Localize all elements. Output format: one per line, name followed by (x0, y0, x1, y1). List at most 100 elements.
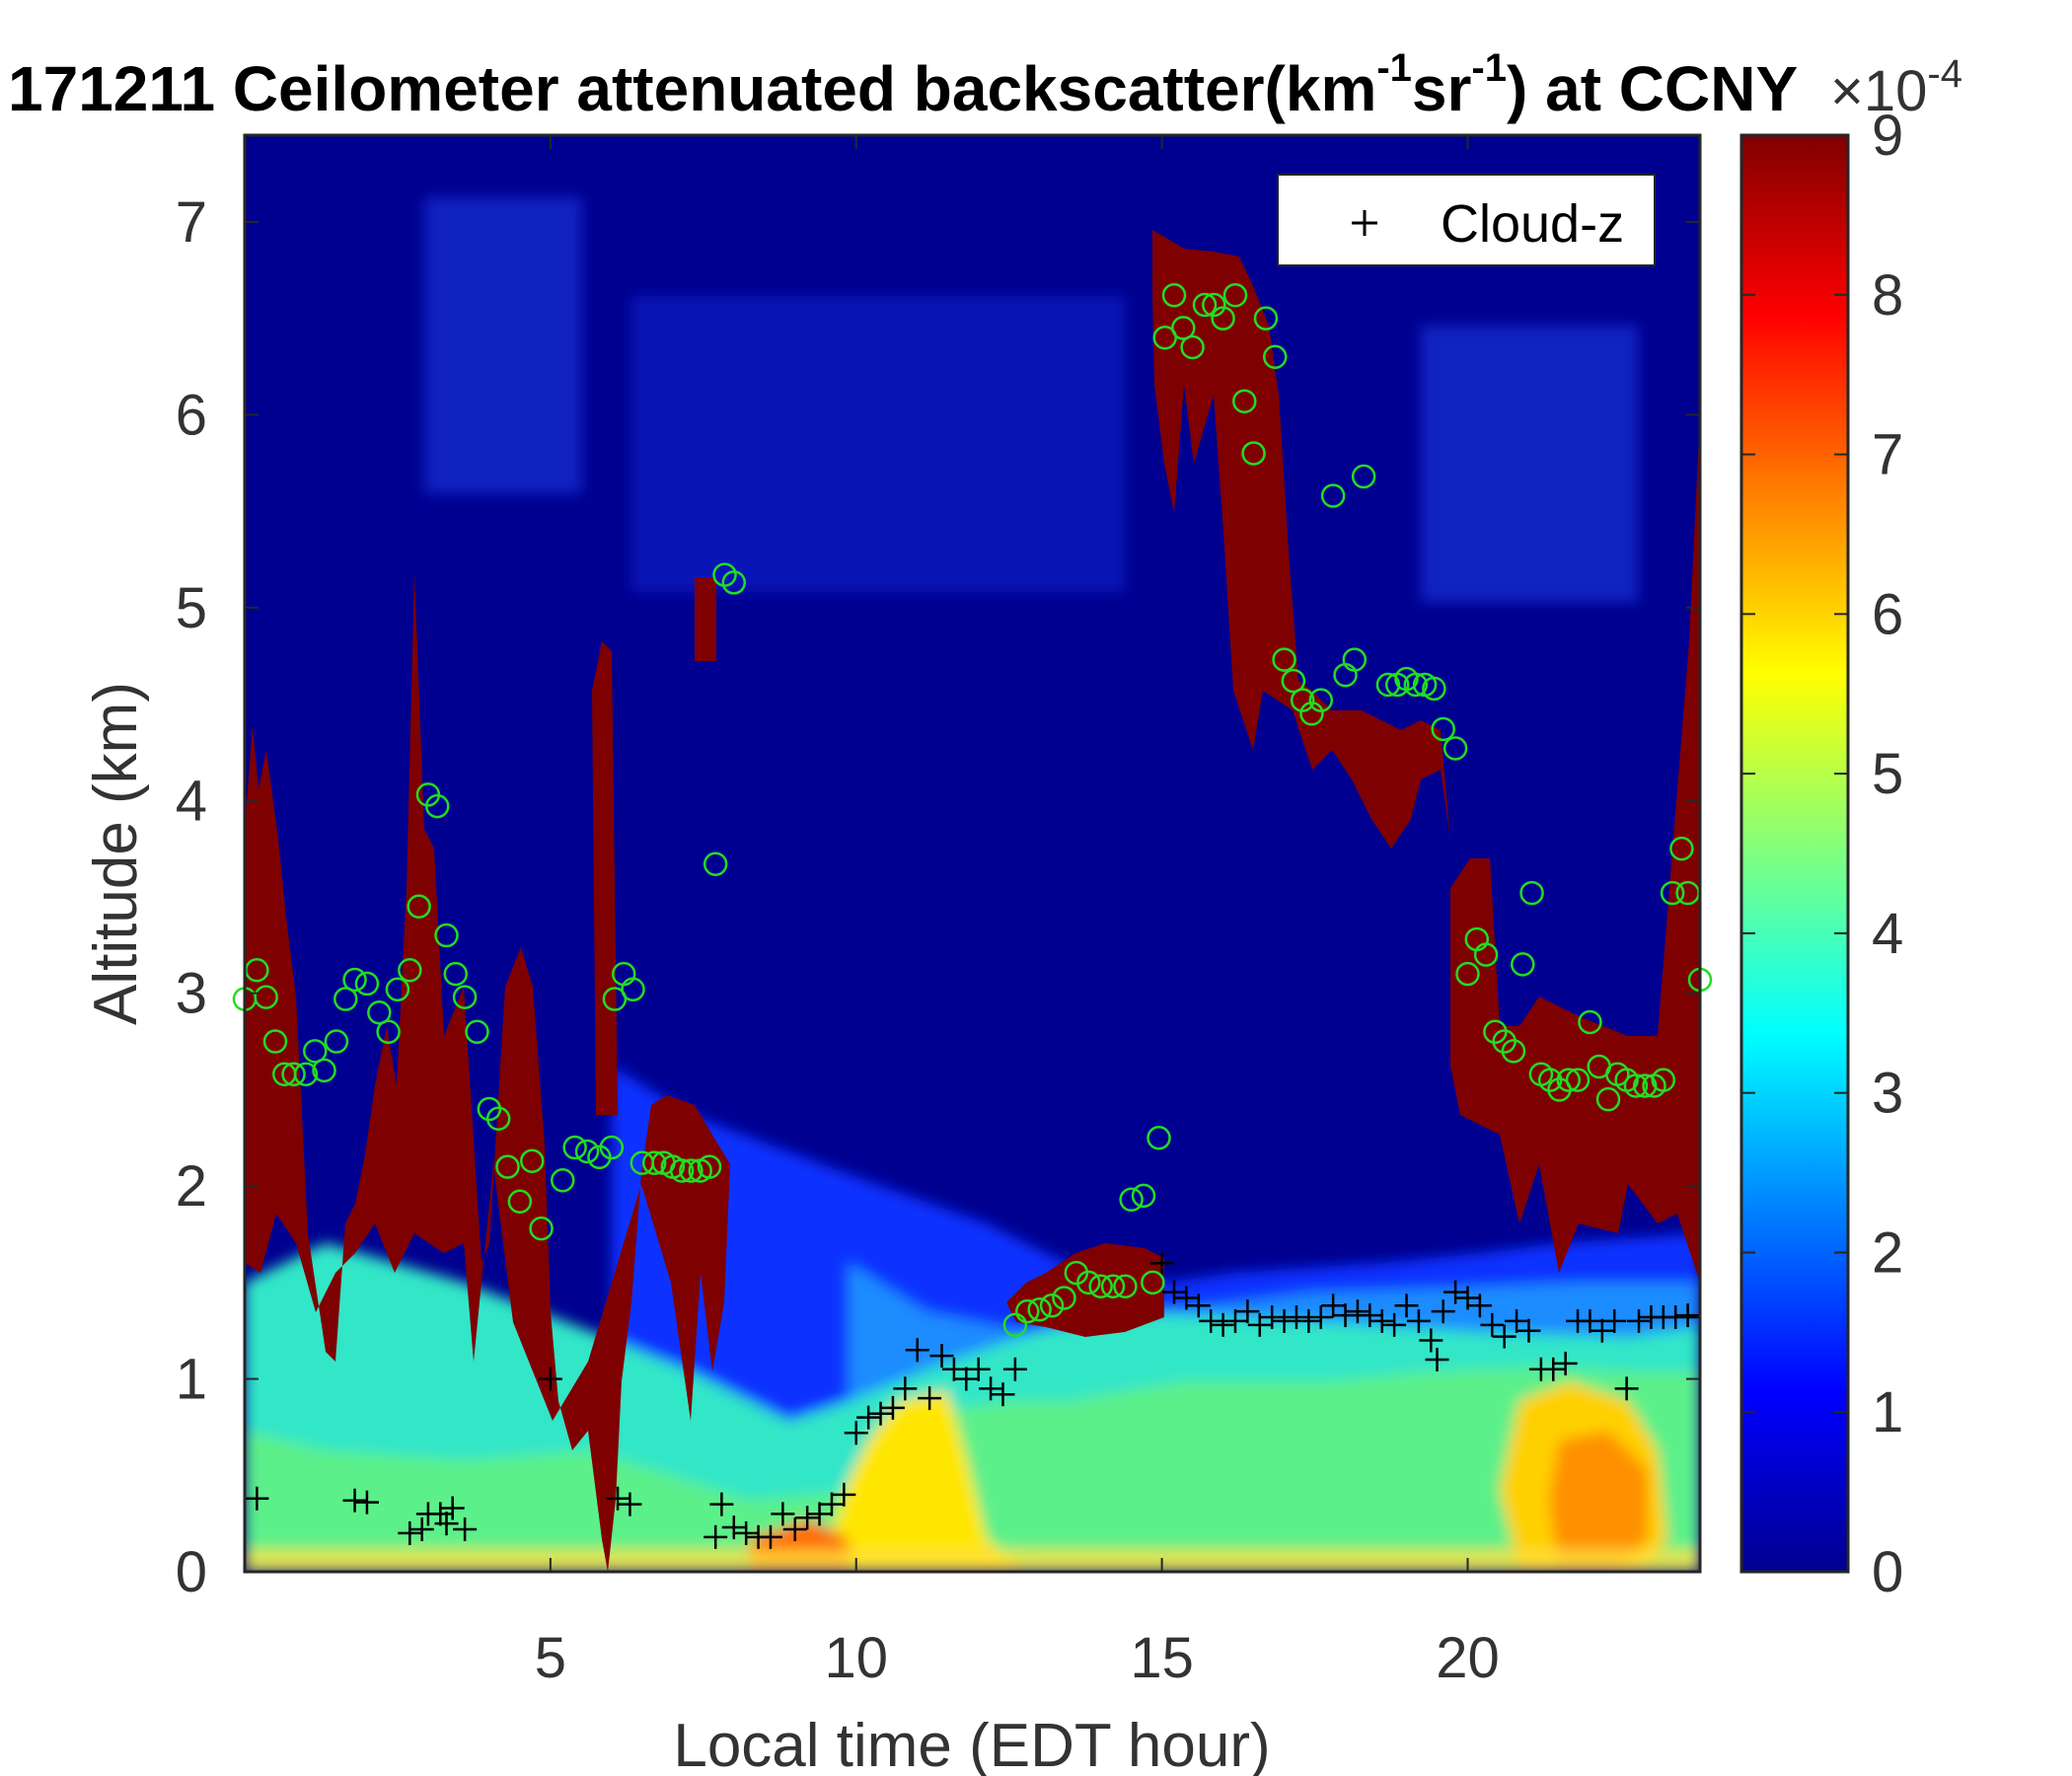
cloud-z-marker (918, 1386, 942, 1411)
chart-title: 171211 Ceilometer attenuated backscatter… (8, 46, 1798, 124)
cloud-z-marker (880, 1395, 905, 1420)
cloud-z-marker (1247, 1312, 1272, 1337)
cloud-z-marker (1369, 1308, 1394, 1333)
green-circle-marker (1211, 306, 1235, 331)
cloud-z-marker (758, 1524, 782, 1549)
cloud-z-marker (1382, 1312, 1407, 1337)
green-circle-marker (1202, 292, 1226, 318)
cloud-z-marker (832, 1482, 856, 1507)
cloud-z-marker (1296, 1308, 1321, 1333)
plot-frame (243, 133, 1702, 1574)
green-circle-marker (641, 1150, 667, 1175)
cloud-z-marker (1333, 1303, 1358, 1328)
cloud-z-marker (734, 1520, 759, 1545)
cloud-z-marker (1578, 1308, 1602, 1333)
green-circle-marker (281, 1062, 306, 1087)
green-circle-marker (303, 1039, 328, 1064)
colorbar-exponent: ×10-4 (1830, 52, 1962, 123)
cloud-z-marker (1321, 1294, 1346, 1318)
green-circle-marker (1455, 961, 1480, 987)
green-circle-marker (1131, 1183, 1156, 1209)
legend: Cloud-z (1277, 174, 1656, 266)
green-circle-marker (324, 1029, 349, 1054)
cloud-z-marker (795, 1506, 820, 1530)
cloud-z-marker (1149, 1251, 1174, 1276)
green-circle-marker (1076, 1270, 1101, 1295)
colorbar-tick-label: 1 (1872, 1380, 1903, 1444)
green-circle-marker (254, 985, 278, 1009)
colorbar-tick-label: 5 (1872, 742, 1903, 806)
cloud-z-marker (1443, 1280, 1468, 1304)
cloud-z-marker (703, 1524, 728, 1549)
cloud-z-marker (440, 1496, 465, 1520)
green-circle-marker (520, 1148, 545, 1173)
cloud-z-marker (434, 1512, 459, 1536)
cloud-z-marker (1419, 1328, 1443, 1353)
green-circle-marker (602, 987, 628, 1011)
cloud-z-marker (1492, 1324, 1517, 1349)
green-circle-marker (1578, 1009, 1602, 1035)
green-circle-marker (1595, 1086, 1621, 1112)
cloud-z-marker (966, 1357, 991, 1381)
cloud-z-marker (618, 1492, 642, 1517)
x-tick-label: 5 (535, 1626, 566, 1690)
legend-plus-icon (1352, 210, 1377, 236)
green-circle-marker (1027, 1296, 1052, 1322)
green-circle-marker (1119, 1187, 1144, 1213)
cloud-z-marker (1211, 1312, 1235, 1337)
colorbar-ticks: 0 1 2 3 4 5 6 7 8 9 (1741, 104, 1903, 1604)
cloud-z-marker (1186, 1294, 1211, 1318)
cloud-z-marker (721, 1516, 746, 1540)
cloud-z-marker (1455, 1286, 1480, 1310)
green-circle-marker (1222, 282, 1248, 308)
colorbar (1739, 133, 1850, 1574)
green-circle-marker (1147, 1126, 1171, 1150)
cloud-z-marker (538, 1367, 562, 1391)
y-tick-label: 4 (176, 769, 207, 833)
x-axis: 5 10 15 20 (535, 135, 1500, 1690)
cloud-z-marker (1517, 1318, 1541, 1343)
green-circle-marker (1052, 1286, 1076, 1310)
green-circle-marker (1141, 1270, 1165, 1295)
green-circle-marker (703, 851, 728, 876)
cloud-z-marker (1394, 1294, 1419, 1318)
green-circle-marker (1375, 672, 1401, 698)
cloud-z-marker (771, 1502, 795, 1526)
green-circle-series (232, 282, 1713, 1338)
cloud-z-marker (1406, 1308, 1431, 1333)
cloud-z-marker (398, 1520, 422, 1545)
colorbar-tick-label: 9 (1872, 104, 1903, 168)
cloud-z-marker (979, 1376, 1003, 1401)
colorbar-tick-label: 0 (1872, 1540, 1903, 1604)
cloud-z-marker (991, 1382, 1015, 1407)
cloud-z-marker (354, 1490, 379, 1515)
green-circle-marker (1501, 1039, 1526, 1064)
cloud-z-marker (929, 1344, 954, 1369)
green-circle-marker (1253, 306, 1279, 331)
cloud-z-marker (409, 1517, 434, 1542)
green-circle-marker (574, 1139, 600, 1164)
green-circle-marker (407, 894, 431, 919)
cloud-z-marker (709, 1492, 734, 1517)
green-circle-marker (424, 793, 450, 819)
green-circle-marker (1623, 1073, 1649, 1098)
cloud-z-marker (1675, 1303, 1700, 1328)
green-circle-marker (1651, 1068, 1676, 1092)
green-circle-marker (1308, 688, 1334, 712)
y-tick-label: 3 (176, 962, 207, 1026)
green-circle-marker (312, 1058, 336, 1083)
green-circle-marker (1241, 441, 1266, 466)
x-tick-label: 15 (1130, 1626, 1194, 1690)
green-circle-marker (1290, 688, 1315, 712)
colorbar-tick-label: 4 (1872, 902, 1903, 966)
cloud-z-marker (1553, 1351, 1578, 1375)
cloud-z-marker (1425, 1348, 1449, 1372)
cloud-z-marker (1467, 1294, 1492, 1318)
cloud-z-marker (606, 1486, 630, 1511)
green-circle-marker (551, 1168, 575, 1193)
y-tick-label: 2 (176, 1154, 207, 1219)
green-circle-marker (333, 987, 358, 1011)
green-circle-marker (1113, 1274, 1138, 1299)
green-circle-marker (1422, 676, 1446, 702)
green-circle-marker (1180, 334, 1205, 360)
